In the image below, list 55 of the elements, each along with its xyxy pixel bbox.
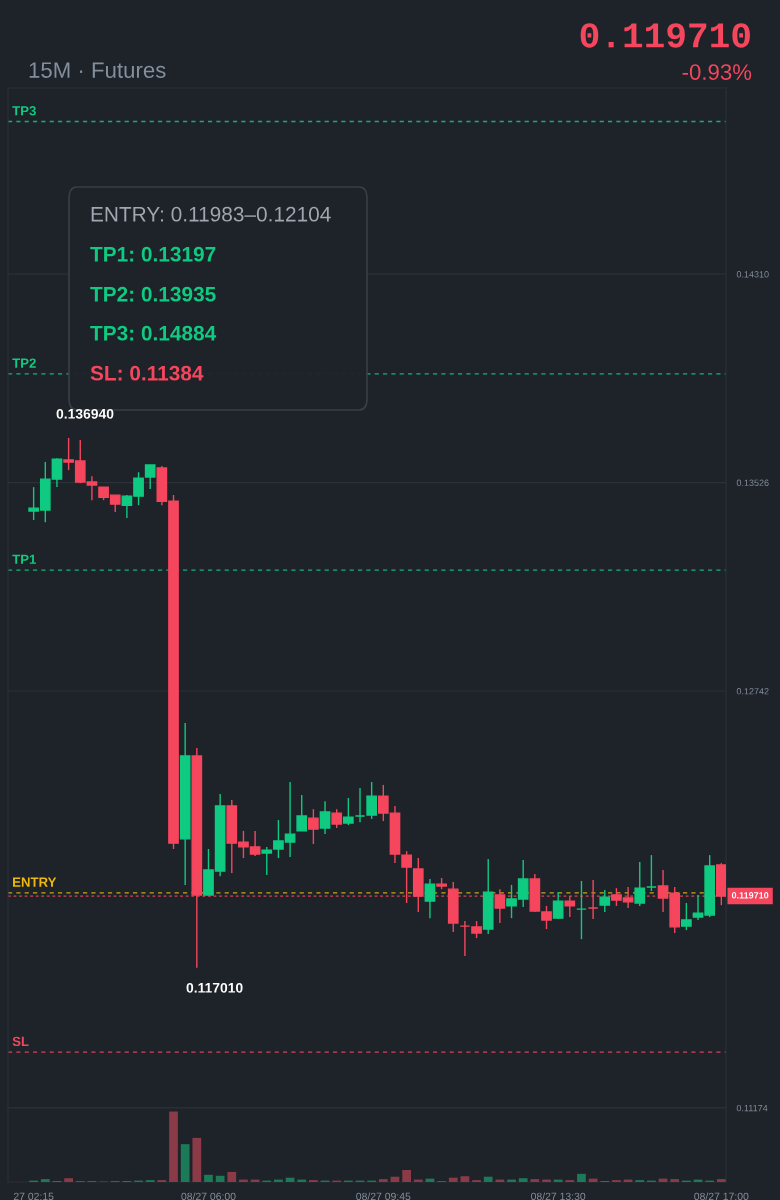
x-tick-label: 27 02:15: [13, 1192, 54, 1200]
candlestick: [308, 808, 319, 845]
bar: [40, 1179, 50, 1182]
x-tick-label: 08/27 13:30: [531, 1192, 586, 1200]
y-tick-label: 0.14310: [736, 271, 769, 278]
y-tick-label: 0.11174: [736, 1104, 768, 1112]
candlestick: [424, 878, 436, 919]
ref-line-label: ENTRY: [13, 877, 57, 887]
candlestick: [599, 889, 611, 913]
bar: [483, 1176, 493, 1182]
bar: [518, 1178, 528, 1182]
ref-line-label: TP2: [12, 358, 36, 368]
x-tick-label: 08/27 06:00: [181, 1192, 236, 1200]
candlestick: [681, 902, 692, 931]
bar: [716, 1179, 726, 1182]
y-tick-label: 0.12742: [736, 688, 769, 695]
bar: [402, 1170, 411, 1182]
candlestick: [646, 854, 657, 892]
candlestick: [552, 891, 564, 920]
annotation: TP3: 0.14884: [90, 325, 217, 341]
bar: [227, 1171, 237, 1182]
candlestick: [494, 888, 506, 924]
annotation: ENTRY: 0.11983–0.12104: [91, 206, 331, 222]
candlestick: [576, 880, 587, 940]
bar: [460, 1176, 470, 1182]
ref-line-label: TP3: [12, 106, 36, 116]
bar: [64, 1178, 73, 1182]
ref-line-label: SL: [12, 1036, 29, 1047]
bar: [378, 1179, 388, 1182]
bar: [192, 1137, 202, 1182]
bar: [169, 1111, 178, 1182]
candlestick: [331, 808, 343, 829]
bar: [180, 1144, 190, 1182]
bar: [577, 1173, 586, 1182]
bar: [215, 1175, 225, 1182]
candlestick: [319, 800, 331, 835]
x-tick-label: 08/27 09:45: [356, 1192, 411, 1200]
annotation: SL: 0.11384: [90, 365, 204, 381]
annotation: 0.136940: [56, 408, 114, 419]
x-tick-label: 08/27 17:00: [694, 1192, 749, 1200]
bar: [448, 1177, 458, 1182]
candlestick: [296, 794, 308, 832]
text: -0.93%: [682, 64, 752, 80]
bar: [530, 1179, 540, 1182]
annotation: TP2: 0.13935: [90, 286, 216, 302]
candlestick: [634, 861, 646, 907]
annotation: TP1: 0.13197: [90, 246, 216, 262]
y-tick-label: 0.13526: [736, 479, 769, 486]
ref-line-label: 0.119710: [731, 892, 769, 899]
annotation: 0.117010: [186, 982, 243, 993]
chart-subtitle: 15M · Futures: [29, 62, 166, 78]
bar: [670, 1179, 680, 1182]
bar: [204, 1174, 213, 1182]
text: 0.119710: [580, 23, 750, 48]
ref-line-label: TP1: [12, 554, 36, 564]
